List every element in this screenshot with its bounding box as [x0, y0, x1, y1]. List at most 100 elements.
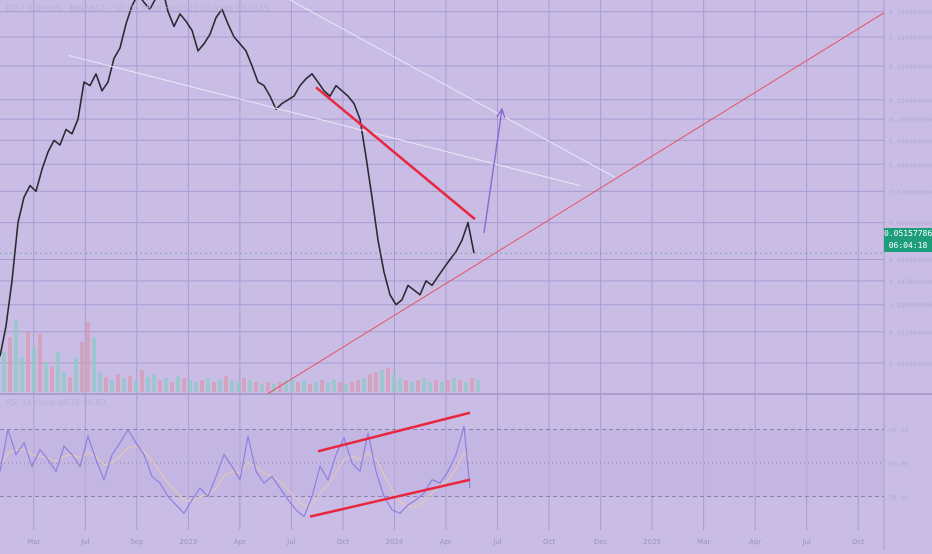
price-series-line — [0, 0, 475, 357]
y-tick-label: 0.0400000000 — [889, 302, 932, 310]
volume-bar — [164, 378, 168, 392]
x-tick-label: Oct — [852, 538, 864, 546]
volume-bar — [140, 370, 144, 392]
y-tick-label: 0.0450000000 — [889, 278, 932, 286]
volume-bar — [260, 384, 264, 392]
volume-bar — [128, 376, 132, 392]
volume-bar — [194, 382, 198, 392]
volume-bar — [452, 378, 456, 392]
volume-bar — [152, 374, 156, 392]
volume-bar — [134, 380, 138, 392]
volume-bar — [8, 337, 12, 392]
volume-bar — [206, 378, 210, 392]
volume-bar — [86, 322, 90, 392]
volume-bar — [92, 337, 96, 392]
falling-channel-trendline — [315, 86, 476, 221]
volume-bar — [356, 380, 360, 392]
y-tick-label: 0.1300000000 — [889, 63, 932, 71]
volume-bar — [248, 380, 252, 392]
volume-bar — [428, 382, 432, 392]
volume-bar — [476, 380, 480, 392]
y-tick-label: 0.0700000000 — [889, 188, 932, 196]
x-tick-label: Jul — [492, 538, 502, 546]
y-tick-label: 0.1700000000 — [889, 9, 932, 17]
symbol-title: ICP / TetherUS · BINANCE · 1D O0.0518 H0… — [6, 4, 270, 13]
x-tick-label: Mar — [697, 538, 710, 546]
lower-resistance-trendline — [67, 54, 581, 187]
volume-bar — [446, 380, 450, 392]
volume-bar — [62, 372, 66, 392]
y-tick-label: 0.0800000000 — [889, 161, 932, 169]
volume-bar — [404, 380, 408, 392]
y-tick-label: 0.1000000000 — [889, 116, 932, 124]
volume-bar — [290, 378, 294, 392]
rsi-tick-label: 30.00 — [889, 494, 909, 502]
volume-bar — [74, 357, 78, 392]
volume-bar — [326, 382, 330, 392]
x-tick-label: Apr — [749, 538, 761, 546]
x-tick-label: Oct — [337, 538, 349, 546]
volume-bar — [44, 362, 48, 392]
volume-bar — [416, 380, 420, 392]
volume-bar — [110, 380, 114, 392]
axis-layer: Mar Jul Sep 2023 Apr Jul Oct 2024 Apr Jul Oct Dec 20… — [27, 9, 932, 546]
volume-bar — [278, 382, 282, 392]
volume-bar — [410, 382, 414, 392]
y-tick-label: 0.0350000000 — [889, 329, 932, 337]
y-tick-label: 0.1500000000 — [889, 34, 932, 42]
volume-bar — [374, 372, 378, 392]
volume-bar — [182, 378, 186, 392]
volume-bar — [68, 377, 72, 392]
y-tick-label: 0.0500000000 — [889, 257, 932, 265]
volume-bar — [350, 382, 354, 392]
x-tick-label: Oct — [543, 538, 555, 546]
volume-bar — [200, 380, 204, 392]
volume-bar — [434, 380, 438, 392]
x-tick-label: Dec — [594, 538, 608, 546]
volume-bar — [272, 384, 276, 392]
volume-bar — [308, 384, 312, 392]
x-tick-label: Jul — [801, 538, 811, 546]
volume-bar — [386, 368, 390, 392]
volume-bar — [320, 380, 324, 392]
rsi-tick-label: 50.00 — [889, 460, 909, 468]
volume-bar — [50, 367, 54, 392]
x-tick-label: Apr — [440, 538, 452, 546]
y-tick-label: 0.1100000000 — [889, 97, 932, 105]
volume-bar — [122, 378, 126, 392]
volume-layer — [2, 320, 480, 392]
y-tick-label: 0.0300000000 — [889, 360, 932, 368]
volume-bar — [344, 384, 348, 392]
volume-bar — [380, 370, 384, 392]
rsi-layer — [0, 411, 884, 518]
x-tick-label: Jul — [286, 538, 296, 546]
volume-bar — [80, 342, 84, 392]
volume-bar — [230, 380, 234, 392]
volume-bar — [422, 378, 426, 392]
rsi-tick-label: 80.00 — [889, 427, 909, 435]
volume-bar — [398, 378, 402, 392]
volume-bar — [2, 352, 6, 392]
volume-bar — [146, 377, 150, 392]
drawings-layer — [0, 0, 885, 394]
volume-bar — [392, 374, 396, 392]
rsi-line — [0, 425, 471, 518]
y-tick-label: 0.0900000000 — [889, 137, 932, 145]
last-price-label: 0.0515778669 — [884, 228, 932, 240]
x-tick-label: Apr — [234, 538, 246, 546]
volume-bar — [170, 382, 174, 392]
x-tick-label: Sep — [130, 538, 144, 546]
volume-bar — [218, 380, 222, 392]
volume-bar — [266, 382, 270, 392]
projection-arrowhead — [496, 107, 506, 119]
x-tick-label: Jul — [80, 538, 90, 546]
volume-bar — [440, 382, 444, 392]
bar-countdown-label: 06:04:18 — [884, 240, 932, 252]
volume-bar — [470, 378, 474, 392]
volume-bar — [368, 374, 372, 392]
volume-bar — [212, 382, 216, 392]
volume-bar — [242, 378, 246, 392]
x-tick-label: Mar — [27, 538, 40, 546]
